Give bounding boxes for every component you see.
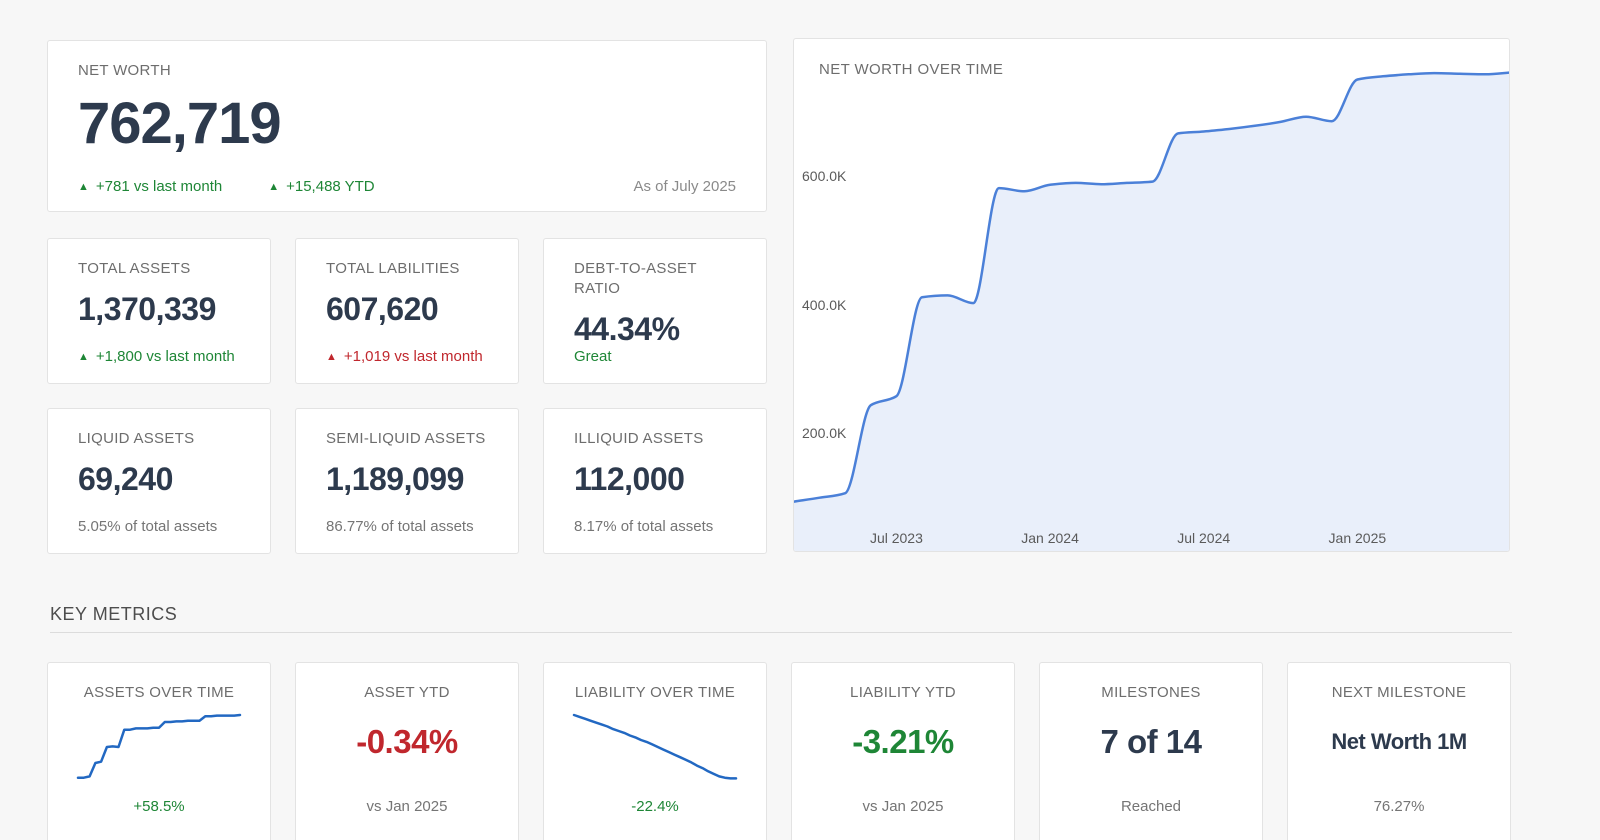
chart-title: NET WORTH OVER TIME	[819, 61, 1004, 78]
asset-ytd-title: ASSET YTD	[364, 684, 450, 701]
net-worth-area-chart[interactable]	[794, 39, 1510, 552]
x-axis-label: Jan 2024	[1021, 530, 1079, 546]
next-milestone-progress: 76.27%	[1373, 798, 1425, 815]
assets-over-time-card: ASSETS OVER TIME +58.5%	[47, 662, 271, 840]
total-assets-delta: ▲ +1,800 vs last month	[78, 347, 240, 367]
x-axis-label: Jan 2025	[1328, 530, 1387, 546]
next-milestone-value: Net Worth 1M	[1331, 729, 1467, 754]
as-of-date: As of July 2025	[633, 178, 736, 195]
asset-ytd-value: -0.34%	[356, 723, 458, 760]
up-triangle-icon: ▲	[78, 181, 89, 193]
liability-over-time-change: -22.4%	[631, 798, 679, 815]
total-liabilities-delta: ▲ +1,019 vs last month	[326, 347, 488, 367]
x-axis-label: Jul 2023	[869, 530, 923, 546]
total-assets-value: 1,370,339	[78, 291, 216, 327]
milestones-title: MILESTONES	[1101, 684, 1201, 701]
up-triangle-icon: ▲	[268, 181, 280, 193]
net-worth-card: NET WORTH 762,719 ▲ +781 vs last month ▲…	[47, 40, 767, 212]
assets-over-time-title: ASSETS OVER TIME	[83, 684, 235, 701]
net-worth-delta-month-label: +781 vs last month	[95, 178, 223, 195]
liability-ytd-baseline: vs Jan 2025	[862, 798, 944, 815]
net-worth-card-title: NET WORTH	[78, 62, 171, 79]
semi-liquid-assets-value: 1,189,099	[326, 461, 464, 497]
up-triangle-icon: ▲	[78, 351, 89, 363]
milestones-status: Reached	[1120, 798, 1182, 815]
next-milestone-card: NEXT MILESTONE Net Worth 1M 76.27%	[1287, 662, 1511, 840]
net-worth-delta-month: ▲ +781 vs last month	[78, 177, 222, 197]
debt-to-asset-ratio-value: 44.34%	[574, 311, 680, 347]
liability-ytd-card: LIABILITY YTD -3.21% vs Jan 2025	[791, 662, 1015, 840]
total-liabilities-value: 607,620	[326, 291, 439, 327]
assets-over-time-sparkline	[76, 713, 242, 779]
debt-to-asset-ratio-card: DEBT-TO-ASSET RATIO 44.34% Great	[543, 238, 767, 384]
total-assets-card: TOTAL ASSETS 1,370,339 ▲ +1,800 vs last …	[47, 238, 271, 384]
semi-liquid-assets-card: SEMI-LIQUID ASSETS 1,189,099 86.77% of t…	[295, 408, 519, 554]
liquid-assets-title: LIQUID ASSETS	[78, 430, 195, 447]
liquid-assets-card: LIQUID ASSETS 69,240 5.05% of total asse…	[47, 408, 271, 554]
up-triangle-icon: ▲	[326, 351, 337, 363]
semi-liquid-assets-title: SEMI-LIQUID ASSETS	[326, 430, 486, 447]
y-axis-label: 400.0K	[802, 296, 847, 313]
liability-ytd-value: -3.21%	[852, 723, 954, 760]
debt-to-asset-ratio-note: Great	[574, 348, 612, 365]
liability-over-time-title: LIABILITY OVER TIME	[574, 684, 736, 701]
x-axis-label: Jul 2024	[1177, 530, 1231, 546]
milestones-value: 7 of 14	[1100, 723, 1202, 760]
y-axis-label: 200.0K	[802, 425, 847, 442]
liability-over-time-sparkline	[572, 713, 738, 780]
illiquid-assets-title: ILLIQUID ASSETS	[574, 430, 704, 447]
next-milestone-title: NEXT MILESTONE	[1331, 684, 1467, 701]
total-liabilities-title: TOTAL LABILITIES	[326, 260, 460, 277]
liquid-assets-note: 5.05% of total assets	[78, 518, 218, 535]
net-worth-chart-card: NET WORTH OVER TIME 200.0K 400.0K 600.0K J…	[793, 38, 1510, 552]
semi-liquid-assets-note: 86.77% of total assets	[326, 518, 474, 535]
asset-ytd-card: ASSET YTD -0.34% vs Jan 2025	[295, 662, 519, 840]
key-metrics-heading: KEY METRICS	[50, 604, 178, 624]
total-assets-delta-label: +1,800 vs last month	[95, 348, 235, 365]
total-assets-title: TOTAL ASSETS	[78, 260, 191, 277]
liquid-assets-value: 69,240	[78, 461, 173, 497]
y-axis-label: 600.0K	[802, 168, 847, 185]
liability-ytd-title: LIABILITY YTD	[850, 684, 956, 701]
milestones-card: MILESTONES 7 of 14 Reached	[1039, 662, 1263, 840]
section-divider	[50, 632, 1512, 633]
net-worth-delta-ytd: ▲ +15,488 YTD	[268, 177, 374, 197]
total-liabilities-card: TOTAL LABILITIES 607,620 ▲ +1,019 vs las…	[295, 238, 519, 384]
illiquid-assets-note: 8.17% of total assets	[574, 518, 714, 535]
debt-to-asset-ratio-title: DEBT-TO-ASSET RATIO	[574, 260, 697, 297]
assets-over-time-change: +58.5%	[133, 798, 185, 815]
net-worth-value: 762,719	[78, 91, 282, 156]
liability-over-time-card: LIABILITY OVER TIME -22.4%	[543, 662, 767, 840]
illiquid-assets-value: 112,000	[574, 461, 685, 497]
net-worth-delta-ytd-label: +15,488 YTD	[286, 178, 375, 195]
asset-ytd-baseline: vs Jan 2025	[366, 798, 448, 815]
total-liabilities-delta-label: +1,019 vs last month	[343, 348, 483, 365]
illiquid-assets-card: ILLIQUID ASSETS 112,000 8.17% of total a…	[543, 408, 767, 554]
net-worth-footer: ▲ +781 vs last month ▲ +15,488 YTD As of…	[78, 177, 736, 197]
